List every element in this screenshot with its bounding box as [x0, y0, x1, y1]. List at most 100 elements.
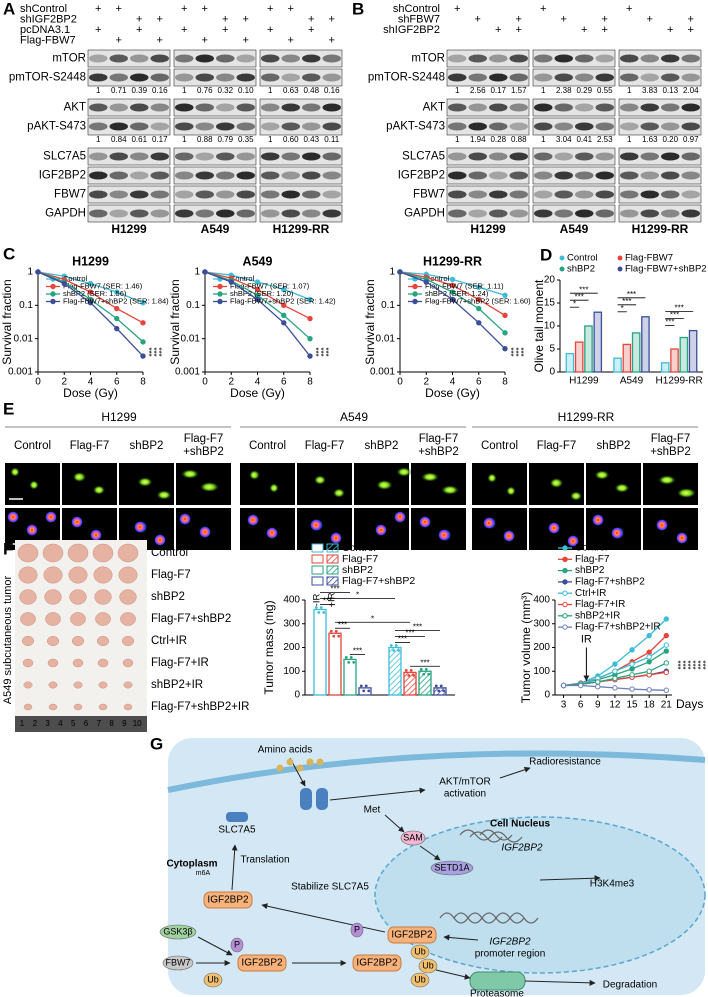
blot-panel [446, 204, 530, 223]
chromatin [469, 831, 503, 843]
blot-band [554, 190, 573, 199]
legend-label: Flag-FBW7 (SER: 1.11) [425, 281, 504, 290]
data-dot [422, 672, 426, 676]
tumor [48, 703, 58, 711]
blot-band [595, 190, 614, 199]
bar [660, 362, 670, 373]
quant-value: 0.20 [662, 135, 678, 144]
quant-value: 0.48 [303, 86, 319, 95]
data-point [423, 279, 429, 285]
data-point [629, 661, 635, 667]
lane-sign: + [267, 3, 273, 15]
blot-band [89, 103, 108, 112]
data-point [476, 284, 482, 290]
tumor [117, 543, 139, 563]
diagram-label: GSK3β [163, 926, 192, 936]
blot-panel [87, 185, 171, 204]
lane-sign: + [561, 13, 567, 25]
ruler-number: 10 [133, 719, 142, 728]
y-tick-label: 100 [533, 666, 550, 677]
comet-heatmap [567, 535, 579, 547]
x-tick-label: 3 [561, 700, 567, 711]
blot-band [468, 171, 487, 180]
diagram-label: P [234, 939, 240, 949]
data-point [35, 269, 41, 275]
blot-band [302, 171, 321, 180]
lane-sign: + [475, 13, 481, 25]
legend-label: Control [342, 542, 376, 554]
comet [137, 477, 153, 487]
quant-value: 1 [182, 86, 187, 95]
x-tick-label: 2 [228, 377, 234, 388]
blot-band [595, 122, 614, 131]
tumor [68, 566, 88, 584]
blot-band [468, 73, 487, 82]
data-point [87, 299, 94, 306]
group-label: +IR [327, 592, 338, 607]
comet [487, 473, 497, 483]
legend-marker [562, 567, 568, 574]
tumor [98, 703, 108, 711]
arrow [499, 766, 531, 779]
data-point [502, 330, 508, 336]
significance-label: *** [683, 660, 692, 669]
column-label: Control [14, 440, 51, 452]
node-shape [350, 922, 364, 938]
diagram-label: IGF2BP2 [207, 895, 249, 906]
comet-heatmap [656, 519, 668, 531]
lane-sign: + [602, 24, 608, 36]
data-point [663, 616, 669, 622]
blot-band [534, 54, 553, 63]
y-tick-label: 400 [533, 595, 550, 606]
significance-label: *** [154, 347, 163, 356]
blot-band [554, 209, 573, 218]
diagram-label: Amino acids [258, 745, 312, 756]
comet-heatmap [419, 516, 431, 528]
condition-label: shFBW7 [398, 13, 440, 25]
comet [29, 480, 39, 490]
comet-image [297, 508, 352, 550]
legend-label: Control [63, 274, 88, 283]
data-dot [427, 672, 431, 676]
blot-panel [259, 68, 343, 87]
blot-band [640, 190, 659, 199]
bar [670, 348, 679, 373]
legend-label: Flag-FBW7+shBP2 (SER: 1.42) [230, 296, 336, 305]
data-dot [409, 669, 413, 672]
blot-band [150, 190, 169, 199]
blot-band [448, 103, 467, 112]
significance-label: *** [149, 347, 158, 356]
blot-band [595, 209, 614, 218]
data-point [612, 685, 618, 691]
data-dot [334, 629, 338, 633]
sig-label: *** [338, 620, 347, 629]
blot-band [595, 54, 614, 63]
tumor [96, 635, 110, 647]
blot-band [681, 103, 700, 112]
quant-value: 0.39 [131, 86, 147, 95]
y-tick-label: 200 [283, 642, 300, 653]
blot-band [216, 73, 235, 82]
blot-label: mTOR [52, 53, 86, 65]
lane-sign: + [329, 34, 335, 46]
comet [249, 470, 259, 480]
legend-label: Flag-F7 [342, 553, 378, 565]
tumor [73, 681, 83, 689]
blot-panel [446, 185, 530, 204]
tumor [92, 543, 114, 563]
data-point [254, 279, 261, 285]
quant-value: 2.56 [470, 86, 486, 95]
data-point [397, 269, 403, 275]
blot-band [130, 190, 149, 199]
blot-band [681, 54, 700, 63]
blot-label: GAPDH [404, 208, 445, 220]
blot-band [302, 73, 321, 82]
blot-band [89, 171, 108, 180]
column-label: Flag-F7 [537, 440, 577, 452]
data-dot [364, 684, 368, 688]
quant-value: 0.35 [238, 135, 254, 144]
tumor [47, 658, 59, 668]
legend-swatch [326, 576, 339, 586]
lane-sign: + [647, 13, 653, 25]
data-point [612, 661, 618, 667]
